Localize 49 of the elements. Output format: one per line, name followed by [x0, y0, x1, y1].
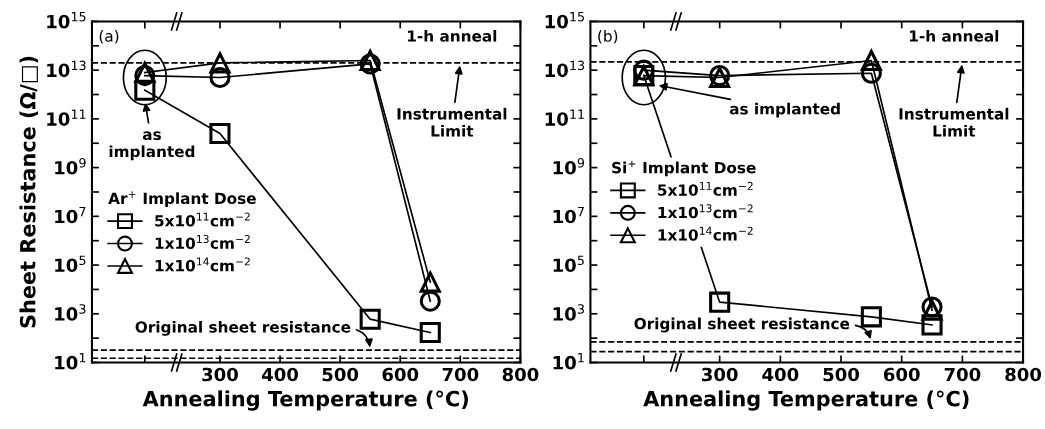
y-tick-label: 10$^{11}$	[545, 109, 584, 126]
x-tick-label: 800	[502, 367, 539, 382]
annotation: Original sheet resistance	[634, 317, 850, 333]
legend-title: Ar$^{+}$ Implant Dose	[108, 191, 256, 208]
y-tick-label: 10$^{13}$	[545, 60, 585, 78]
y-tick-label: 10$^{5}$	[55, 255, 86, 273]
x-tick-label: 600	[382, 367, 419, 382]
legend-label: 5x10$^{11}$cm$^{−2}$	[658, 181, 753, 196]
annotation: as implanted	[729, 102, 840, 118]
x-tick-label: 800	[1005, 367, 1042, 382]
annotation: 1-h anneal	[408, 29, 497, 42]
legend-label: 5x10$^{11}$cm$^{−2}$	[155, 212, 250, 227]
x-tick-label: 300	[702, 367, 738, 382]
y-tick-label: 10$^{7}$	[55, 206, 86, 224]
legend-label: 1x10$^{13}$cm$^{−2}$	[658, 204, 753, 219]
legend-title: Si$^{+}$ Implant Dose	[612, 160, 756, 177]
y-tick-label: 10$^{15}$	[545, 12, 584, 29]
x-tick-label: 700	[944, 367, 981, 382]
y-tick-label: 10$^{15}$	[47, 12, 86, 29]
legend-label: 1x10$^{14}$cm$^{−2}$	[658, 226, 753, 241]
x-tick-label: 500	[823, 367, 859, 382]
y-tick-label: 10$^{1}$	[55, 353, 86, 370]
legend-label: 1x10$^{13}$cm$^{−2}$	[155, 234, 250, 249]
x-tick-label: 700	[442, 367, 479, 382]
x-tick-label: 600	[883, 367, 920, 382]
y-tick-label: 10$^{3}$	[55, 304, 86, 321]
x-axis-title: Annealing Temperature (°C)	[142, 390, 468, 411]
annotation: Instrumental Limit	[397, 107, 507, 137]
x-tick-label: 500	[322, 367, 359, 382]
y-tick-label: 10$^{9}$	[55, 158, 86, 175]
y-tick-label: 10$^{1}$	[553, 353, 584, 370]
annotation: as implanted	[109, 131, 195, 161]
y-tick-label: 10$^{5}$	[553, 255, 584, 273]
y-axis-title: Sheet Resistance (Ω/□)	[19, 56, 39, 328]
x-tick-label: 400	[762, 367, 799, 382]
y-tick-label: 10$^{7}$	[553, 206, 584, 224]
y-tick-label: 10$^{13}$	[47, 60, 86, 78]
legend-label: 1x10$^{14}$cm$^{−2}$	[155, 257, 250, 272]
annotation: Original sheet resistance	[135, 320, 351, 336]
x-axis-title: Annealing Temperature (°C)	[643, 390, 969, 411]
y-tick-label: 10$^{3}$	[553, 304, 584, 321]
annotation: (b)	[598, 29, 618, 44]
annotation: (a)	[99, 29, 119, 44]
y-tick-label: 10$^{9}$	[553, 158, 585, 175]
annotation: 1-h anneal	[909, 29, 999, 42]
x-tick-label: 300	[202, 367, 238, 382]
y-tick-label: 10$^{11}$	[47, 109, 86, 126]
annotation: Instrumental Limit	[899, 107, 1009, 137]
x-tick-label: 400	[262, 367, 299, 382]
